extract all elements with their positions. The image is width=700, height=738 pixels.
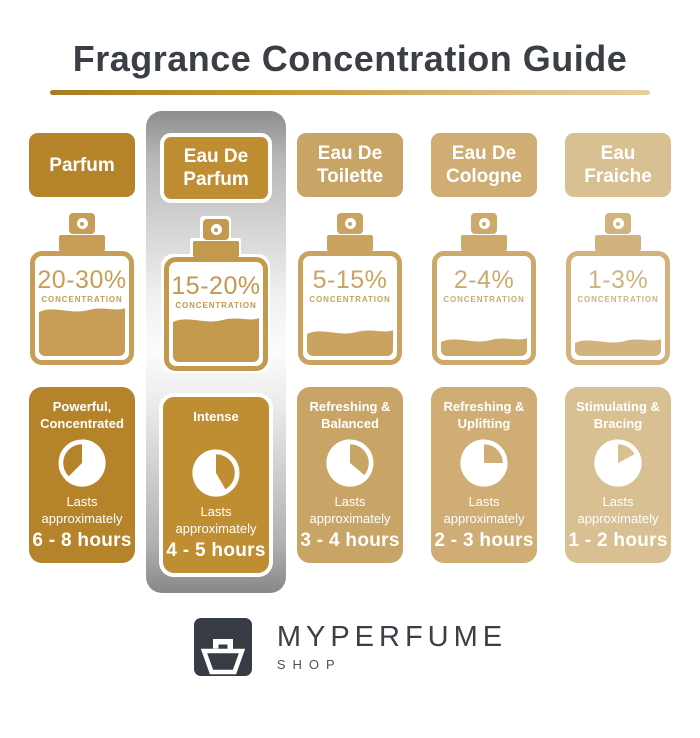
liquid-fill [307,329,393,357]
nozzle-dot [80,221,84,226]
bottle-cap [193,241,239,258]
spray-nozzle-icon [605,213,631,235]
bottle-body: 1-3% CONCENTRATION [566,251,670,366]
spray-nozzle-icon [337,213,363,235]
columns-grid: Parfum 20-30% CONCENTRATION Powerful, Conce… [0,111,700,594]
clock-icon [192,449,240,498]
liquid-fill-block [441,344,527,357]
liquid-wave [575,339,661,346]
fragrance-type-banner: Eau Fraiche [565,133,671,198]
liquid-wave [39,307,125,315]
fragrance-type-banner: Parfum [29,133,135,198]
liquid-fill [173,317,259,363]
concentration-value: 15-20% [171,272,261,301]
concentration-label: CONCENTRATION [309,295,391,305]
nozzle-ring [612,218,624,230]
character-label: Refreshing & Uplifting [443,399,525,431]
fragrance-type-banner: Eau De Cologne [431,133,537,198]
bottle-cap [461,235,507,252]
nozzle-dot [348,221,352,226]
duration-value: 3 - 4 hours [300,530,400,552]
bottle-body: 5-15% CONCENTRATION [298,251,402,366]
perfume-bottle-icon: 5-15% CONCENTRATION [298,213,402,366]
liquid-fill-block [173,324,259,363]
liquid-fill [441,337,527,357]
concentration-value: 2-4% [453,266,515,295]
brand-name: MYPERFUME [276,621,508,654]
liquid-fill [39,307,125,357]
fragrance-column-eau-de-cologne: Eau De Cologne 2-4% CONCENTRATION Refreshin… [431,111,537,564]
perfume-bottle-icon: 1-3% CONCENTRATION [566,213,670,366]
brand-logo-text: MYPERFUME SHOP [276,621,508,673]
fragrance-column-parfum: Parfum 20-30% CONCENTRATION Powerful, Conce… [29,111,135,564]
bottle-cap [327,235,373,252]
perfume-bottle-icon: 15-20% CONCENTRATION [164,219,268,372]
concentration-value: 20-30% [37,266,127,295]
concentration-value: 5-15% [312,266,388,295]
liquid-fill-block [39,314,125,357]
nozzle-dot [482,221,486,226]
character-label: Refreshing & Balanced [309,399,391,431]
nozzle-ring [76,218,88,230]
clock-icon [58,439,106,488]
perfume-bottle-icon: 2-4% CONCENTRATION [432,213,536,366]
nozzle-ring [478,218,490,230]
perfume-shop-logo-icon [193,618,252,677]
lasts-label: Lasts approximately [443,494,525,526]
fragrance-column-eau-fraiche: Eau Fraiche 1-3% CONCENTRATION Stimulating … [565,111,671,564]
duration-value: 2 - 3 hours [434,530,534,552]
liquid-wave [307,329,393,337]
brand-logo: MYPERFUME SHOP [0,617,700,677]
highlight-panel-eau-de-parfum: Eau De Parfum 15-20% CONCENTRATION Intense L… [146,111,286,594]
lasts-label: Lasts approximately [577,494,659,526]
bottle-body: 20-30% CONCENTRATION [30,251,134,366]
page-title: Fragrance Concentration Guide [72,38,628,79]
duration-card: Powerful, Concentrated Lasts approximatel… [29,387,135,564]
perfume-bottle-icon: 20-30% CONCENTRATION [30,213,134,366]
character-label: Stimulating & Bracing [576,399,660,431]
concentration-value: 1-3% [587,266,649,295]
fragrance-type-banner: Eau De Parfum [160,133,272,204]
spray-nozzle-icon [203,219,229,241]
fragrance-column-eau-de-toilette: Eau De Toilette 5-15% CONCENTRATION Refresh… [297,111,403,564]
bottle-cap [59,235,105,252]
nozzle-ring [210,224,222,236]
concentration-label: CONCENTRATION [577,295,659,305]
brand-subtitle: SHOP [276,657,342,673]
liquid-wave [173,317,259,325]
nozzle-dot [616,221,620,226]
fragrance-type-banner: Eau De Toilette [297,133,403,198]
duration-card: Refreshing & Balanced Lasts approximately… [297,387,403,564]
clock-icon [460,439,508,488]
bottle-body: 15-20% CONCENTRATION [164,257,268,372]
nozzle-ring [344,218,356,230]
duration-value: 6 - 8 hours [32,530,132,552]
concentration-label: CONCENTRATION [41,295,123,305]
lasts-label: Lasts approximately [309,494,391,526]
concentration-label: CONCENTRATION [175,301,257,311]
duration-card: Refreshing & Uplifting Lasts approximatel… [431,387,537,564]
clock-icon [594,439,642,488]
nozzle-dot [214,227,218,232]
duration-value: 1 - 2 hours [568,530,668,552]
spray-nozzle-icon [471,213,497,235]
liquid-wave [441,337,527,345]
liquid-fill-block [575,346,661,357]
liquid-fill-block [307,336,393,357]
title-underline-divider [50,90,650,96]
lasts-label: Lasts approximately [175,504,257,536]
liquid-fill [575,339,661,357]
character-label: Intense [193,409,239,425]
duration-card: Stimulating & Bracing Lasts approximately… [565,387,671,564]
spray-nozzle-icon [69,213,95,235]
lasts-label: Lasts approximately [41,494,123,526]
clock-icon [326,439,374,488]
duration-value: 4 - 5 hours [166,540,266,562]
bottle-body: 2-4% CONCENTRATION [432,251,536,366]
bottle-cap [595,235,641,252]
concentration-label: CONCENTRATION [443,295,525,305]
character-label: Powerful, Concentrated [40,399,124,431]
duration-card: Intense Lasts approximately 4 - 5 hours [159,393,273,578]
